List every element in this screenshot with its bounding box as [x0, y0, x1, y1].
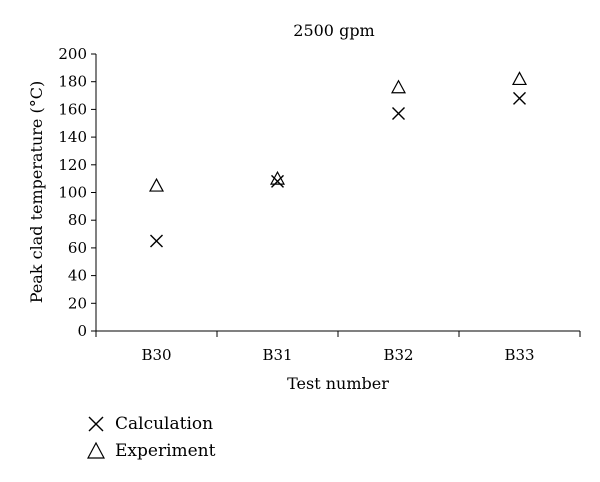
point-calculation-B32 [392, 107, 405, 121]
triangle-icon [87, 441, 105, 459]
data-marks [148, 71, 528, 248]
triangle-mark [269, 170, 286, 185]
x-mark-stroke [392, 107, 405, 121]
legend-label-experiment: Experiment [115, 440, 216, 461]
x-tick-label: B30 [141, 346, 171, 364]
y-tick-label: 140 [58, 128, 87, 146]
legend-label-calculation: Calculation [115, 413, 214, 434]
axes: 0 20 40 60 80 100 120 140 160 180 200 B30 B31 B32 B33 [58, 45, 581, 364]
y-tick-label: 200 [58, 45, 87, 63]
x-axis-label: Test number [287, 374, 389, 393]
y-axis-label: Peak clad temperature (°C) [27, 81, 46, 303]
point-calculation-B31 [271, 174, 284, 188]
x-icon [88, 416, 104, 431]
point-calculation-B33 [513, 91, 526, 105]
point-experiment-B33 [511, 71, 528, 86]
y-tick-label: 80 [68, 211, 87, 229]
legend-item-experiment: Experiment [86, 437, 215, 464]
x-mark-stroke [150, 234, 163, 248]
x-mark-stroke [271, 174, 284, 188]
x-mark-stroke [513, 91, 526, 105]
y-tick-label: 20 [68, 294, 87, 312]
y-tick-label: 180 [58, 73, 87, 91]
x-tick-label: B32 [383, 346, 413, 364]
chart-title: 2500 gpm [293, 21, 374, 40]
point-experiment-B32 [390, 79, 407, 94]
y-tick-label: 60 [68, 239, 87, 257]
point-calculation-B30 [150, 234, 163, 248]
legend: Calculation Experiment [86, 410, 215, 464]
legend-item-calculation: Calculation [86, 410, 215, 437]
y-tick-label: 120 [58, 156, 87, 174]
triangle-mark [390, 79, 407, 94]
x-tick-label: B31 [262, 346, 292, 364]
triangle-mark [511, 71, 528, 86]
triangle-mark [148, 177, 165, 192]
y-tick-label: 100 [58, 184, 87, 202]
x-tick-label: B33 [504, 346, 534, 364]
point-experiment-B30 [148, 177, 165, 192]
y-tick-label: 40 [68, 267, 87, 285]
y-tick-label: 0 [77, 322, 87, 340]
y-tick-label: 160 [58, 100, 87, 118]
point-experiment-B31 [269, 170, 286, 185]
